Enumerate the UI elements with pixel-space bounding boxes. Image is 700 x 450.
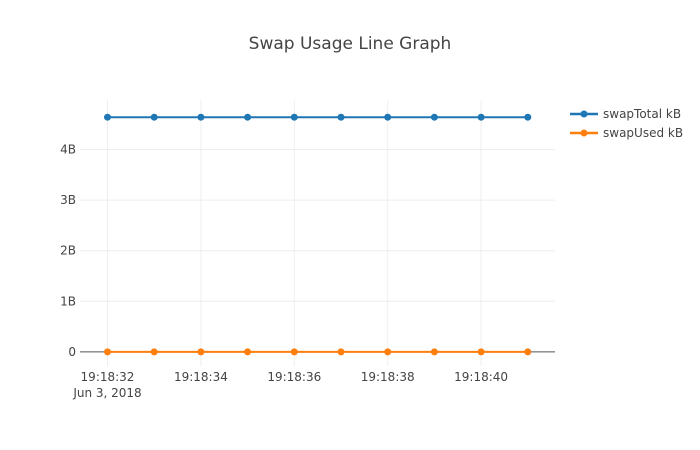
data-series <box>104 113 532 356</box>
data-point[interactable] <box>244 113 252 121</box>
data-point[interactable] <box>430 348 438 356</box>
x-tick-label: 19:18:32 <box>81 370 135 384</box>
data-point[interactable] <box>104 348 111 356</box>
x-axis-date-label: Jun 3, 2018 <box>72 386 141 400</box>
data-point[interactable] <box>290 348 298 356</box>
data-point[interactable] <box>290 113 298 121</box>
grid-lines <box>80 100 555 366</box>
data-point[interactable] <box>197 113 205 121</box>
data-point[interactable] <box>104 113 111 121</box>
x-tick-label: 19:18:40 <box>454 370 508 384</box>
data-point[interactable] <box>244 348 252 356</box>
legend: swapTotal kB swapUsed kB <box>568 104 683 142</box>
data-point[interactable] <box>150 113 158 121</box>
x-axis-tick-labels: 19:18:32 Jun 3, 2018 19:18:34 19:18:36 19:18… <box>72 370 508 400</box>
y-tick-label: 2B <box>60 244 76 258</box>
data-point[interactable] <box>524 113 532 121</box>
x-tick-label: 19:18:34 <box>174 370 228 384</box>
legend-marker <box>580 110 588 117</box>
legend-item-swapused-kb[interactable]: swapUsed kB <box>568 123 683 142</box>
data-point[interactable] <box>384 348 392 356</box>
x-tick-label: 19:18:36 <box>267 370 321 384</box>
data-point[interactable] <box>430 113 438 121</box>
legend-item-label: swapTotal kB <box>603 106 682 121</box>
y-tick-label: 3B <box>60 193 76 207</box>
data-point[interactable] <box>384 113 392 121</box>
y-tick-label: 1B <box>60 294 76 308</box>
legend-marker <box>580 129 588 136</box>
data-point[interactable] <box>197 348 205 356</box>
data-point[interactable] <box>477 113 485 121</box>
legend-line-marker-icon <box>570 129 598 136</box>
y-tick-label: 0 <box>68 345 76 359</box>
data-point[interactable] <box>337 113 345 121</box>
legend-line-marker-icon <box>570 110 598 117</box>
data-point[interactable] <box>337 348 345 356</box>
legend-item-label: swapUsed kB <box>603 125 684 140</box>
y-tick-label: 4B <box>60 143 76 157</box>
chart-title: Swap Usage Line Graph <box>248 34 452 54</box>
y-axis-tick-labels: 0 1B 2B 3B 4B <box>60 143 76 359</box>
data-point[interactable] <box>524 348 532 356</box>
legend-item-swaptotal-kb[interactable]: swapTotal kB <box>568 104 683 123</box>
data-point[interactable] <box>477 348 485 356</box>
data-point[interactable] <box>150 348 158 356</box>
series-swaptotal-kb <box>104 113 532 121</box>
x-tick-label: 19:18:38 <box>361 370 415 384</box>
series-swapused-kb <box>104 348 532 356</box>
